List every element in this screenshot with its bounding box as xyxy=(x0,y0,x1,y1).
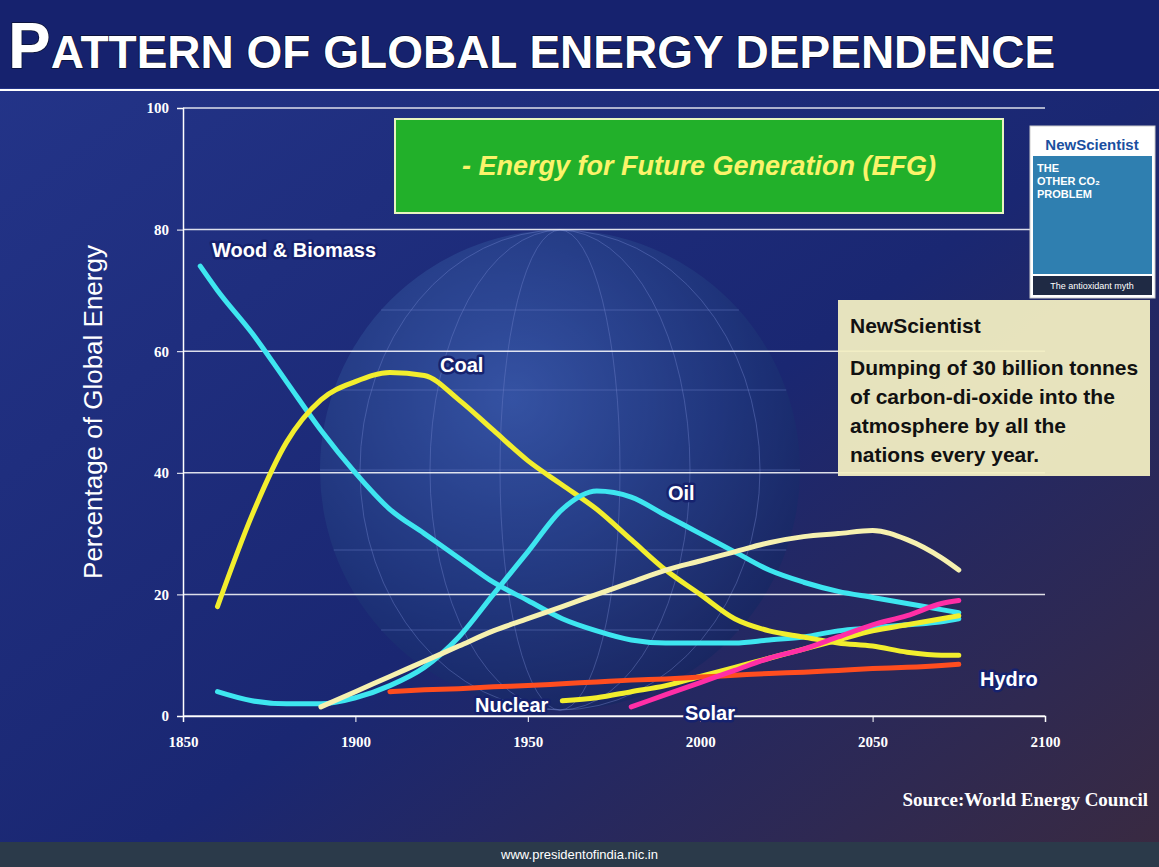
series-label: Solar xyxy=(685,702,735,724)
title-rule xyxy=(0,89,1159,91)
series-line xyxy=(390,664,959,691)
series-label: Nuclear xyxy=(475,694,549,716)
x-axis: 1850 1900 1950 2000 2050 2100 xyxy=(169,716,1061,750)
series-label: Hydro xyxy=(980,668,1038,690)
y-tick-mark xyxy=(177,716,183,717)
series-label: Oil xyxy=(668,482,695,504)
y-tick-mark xyxy=(177,594,183,595)
subtitle-box xyxy=(395,119,1003,213)
cover-caption-strip xyxy=(1033,276,1152,295)
y-tick: 20 xyxy=(154,587,183,603)
source: Source:World Energy Council xyxy=(902,789,1148,810)
x-tick-label: 1850 xyxy=(169,734,199,750)
cover-title: NewScientist xyxy=(1045,136,1138,153)
y-tick: 0 xyxy=(162,708,184,724)
annotation-text: Dumping of 30 billion tonnesof carbon-di… xyxy=(850,356,1138,466)
grid-line xyxy=(183,229,1045,231)
x-tick-mark xyxy=(1045,716,1046,722)
x-tick-mark xyxy=(355,716,356,722)
y-tick-label: 20 xyxy=(154,587,169,603)
y-tick-mark xyxy=(177,351,183,352)
y-tick-label: 60 xyxy=(154,344,169,360)
x-tick-label: 2000 xyxy=(686,734,716,750)
magazine-cover: NewScientist THEOTHER CO₂PROBLEM The antio… xyxy=(1030,126,1155,298)
y-tick: 80 xyxy=(154,222,183,238)
subtitle: - Energy for Future Generation (EFG) xyxy=(462,151,936,181)
x-tick-label: 1950 xyxy=(513,734,543,750)
y-axis-title: Percentage of Global Energy xyxy=(78,245,108,579)
footer-band xyxy=(0,842,1159,867)
x-tick: 2100 xyxy=(1031,716,1061,750)
annotation-box xyxy=(838,300,1150,476)
cover-frame xyxy=(1030,126,1155,298)
series-line xyxy=(321,531,959,707)
y-tick-label: 40 xyxy=(154,465,169,481)
x-tick: 2050 xyxy=(858,716,888,750)
cover-line: OTHER CO₂ xyxy=(1037,175,1100,187)
y-tick-mark xyxy=(177,108,183,109)
title-banner xyxy=(0,0,1159,88)
x-tick-label: 1900 xyxy=(341,734,371,750)
x-tick-label: 2100 xyxy=(1031,734,1061,750)
x-axis-line xyxy=(184,717,1046,723)
annotation: NewScientist Dumping of 30 billion tonnes… xyxy=(838,300,1150,476)
series-label: Wood & Biomass xyxy=(212,239,376,261)
x-tick: 1950 xyxy=(513,716,543,750)
series-line xyxy=(631,600,959,706)
x-tick: 1850 xyxy=(169,716,199,750)
series-line xyxy=(562,616,959,701)
chart-root: PATTERN OF GLOBAL ENERGY DEPENDENCE - Ene… xyxy=(0,0,1159,867)
grid-line xyxy=(183,594,1045,596)
cover-line: THE xyxy=(1037,162,1059,174)
x-tick-label: 2050 xyxy=(858,734,888,750)
cover-line: PROBLEM xyxy=(1037,188,1092,200)
y-axis-line xyxy=(177,109,184,717)
title: PATTERN OF GLOBAL ENERGY DEPENDENCE xyxy=(8,10,1055,82)
cover-caption: The antioxidant myth xyxy=(1050,281,1134,291)
y-tick: 60 xyxy=(154,344,183,360)
y-tick-label: 80 xyxy=(154,222,169,238)
y-tick: 40 xyxy=(154,465,183,481)
cover-image xyxy=(1033,156,1152,274)
grid-line xyxy=(183,107,1045,109)
background xyxy=(0,0,1159,867)
x-tick: 1900 xyxy=(341,716,371,750)
y-tick-mark xyxy=(177,473,183,474)
y-tick-label: 100 xyxy=(147,100,170,116)
x-tick-mark xyxy=(528,716,529,722)
y-tick-mark xyxy=(177,230,183,231)
x-tick-mark xyxy=(873,716,874,722)
series-label: Coal xyxy=(440,354,483,376)
y-tick-label: 0 xyxy=(162,708,170,724)
chart-container: PATTERN OF GLOBAL ENERGY DEPENDENCE - Ene… xyxy=(0,0,1159,867)
footer: www.presidentofindia.nic.in xyxy=(500,847,658,862)
y-tick: 100 xyxy=(147,100,184,116)
annotation-heading: NewScientist xyxy=(850,314,981,337)
globe-decoration xyxy=(320,230,800,710)
y-axis: 0 20 40 60 80 100 xyxy=(147,100,184,724)
